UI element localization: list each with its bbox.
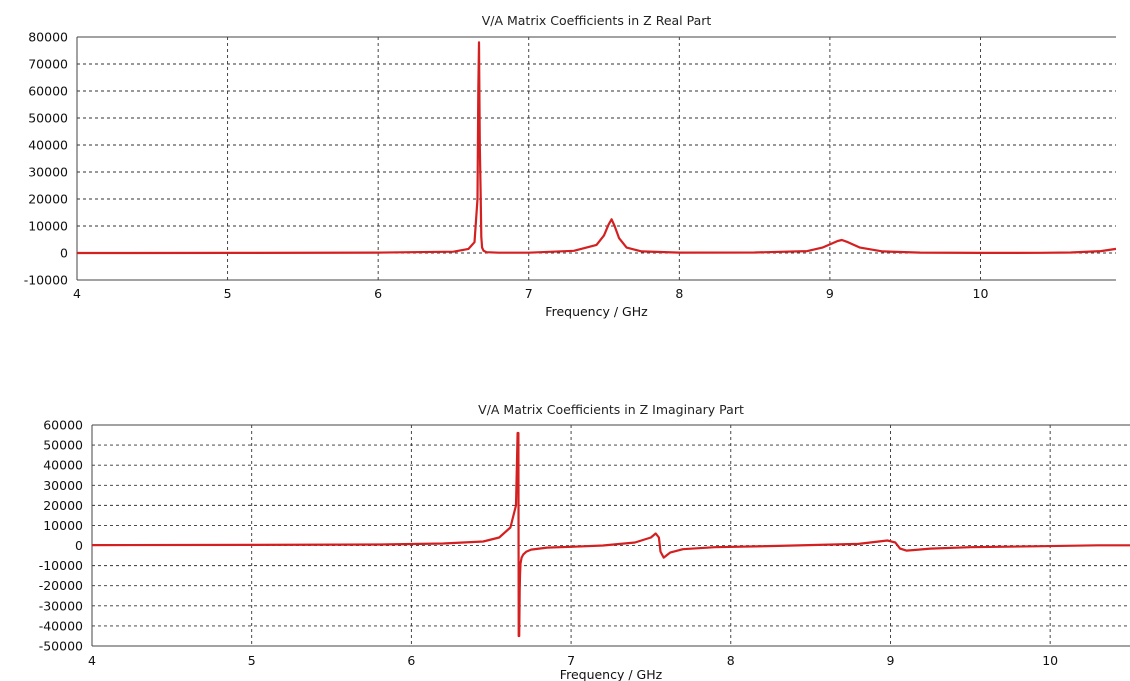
series-line [91,431,1130,638]
y-tick-label: -20000 [39,578,83,593]
x-tick-label: 9 [886,653,894,668]
y-tick-label: 10000 [43,518,83,533]
y-tick-label: 60000 [28,84,68,99]
y-tick-label: 50000 [43,438,83,453]
y-tick-label: 60000 [43,418,83,433]
x-tick-label: 8 [727,653,735,668]
y-tick-label: 20000 [43,498,83,513]
x-tick-label: 5 [224,286,232,301]
y-tick-label: 40000 [43,458,83,473]
y-tick-label: 70000 [28,57,68,72]
imaginary-part-chart: V/A Matrix Coefficients in Z Imaginary P… [39,402,1130,681]
y-tick-label: 20000 [28,192,68,207]
x-tick-label: 10 [973,286,989,301]
x-tick-label: 10 [1042,653,1058,668]
y-tick-label: 0 [75,538,83,553]
chart-title: V/A Matrix Coefficients in Z Real Part [482,13,712,28]
y-tick-label: 40000 [28,138,68,153]
y-tick-label: 30000 [43,478,83,493]
x-tick-label: 6 [374,286,382,301]
y-tick-label: -40000 [39,618,83,633]
x-tick-label: 7 [525,286,533,301]
y-tick-label: 0 [60,246,68,261]
x-tick-label: 5 [248,653,256,668]
y-tick-label: -10000 [39,558,83,573]
x-tick-label: 4 [88,653,96,668]
y-tick-label: 30000 [28,165,68,180]
y-tick-label: -50000 [39,639,83,654]
x-tick-label: 6 [407,653,415,668]
x-tick-label: 9 [826,286,834,301]
x-tick-label: 4 [73,286,81,301]
y-tick-label: -10000 [24,273,68,288]
y-tick-label: 80000 [28,30,68,45]
real-part-chart: V/A Matrix Coefficients in Z Real Part80… [24,13,1117,319]
x-axis-label: Frequency / GHz [560,667,663,681]
x-tick-label: 7 [567,653,575,668]
chart-title: V/A Matrix Coefficients in Z Imaginary P… [478,402,744,417]
x-tick-label: 8 [675,286,683,301]
y-tick-label: 50000 [28,111,68,126]
y-tick-label: -30000 [39,598,83,613]
series-line [76,41,1117,255]
y-tick-label: 10000 [28,219,68,234]
x-axis-label: Frequency / GHz [545,304,648,319]
